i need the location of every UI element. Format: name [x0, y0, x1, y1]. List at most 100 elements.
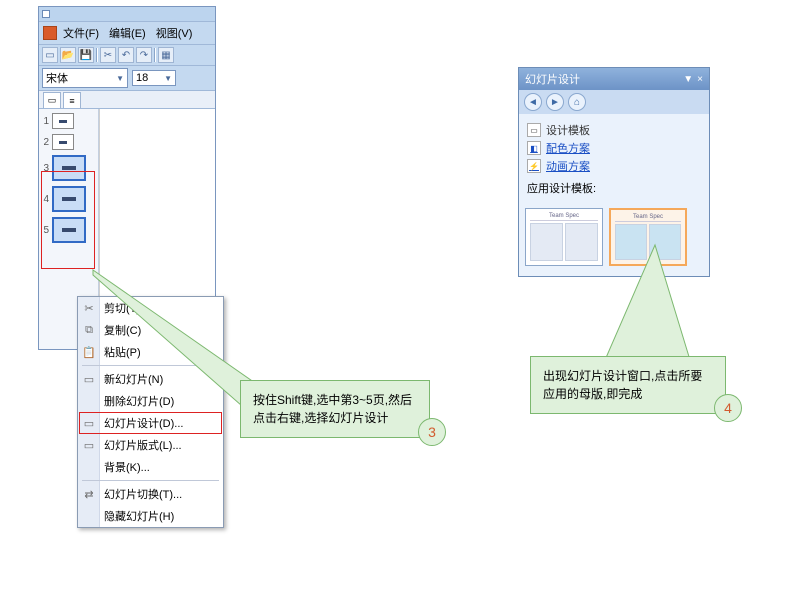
menu-separator — [82, 365, 219, 366]
thumb-number: 1 — [41, 116, 49, 127]
ctx-item-label: 幻灯片版式(L)... — [104, 437, 182, 453]
ctx-item[interactable]: ✂剪切(T) — [78, 297, 223, 319]
animation-icon: ⚡ — [527, 159, 541, 173]
badge-number: 3 — [428, 424, 436, 440]
thumb-row-4[interactable]: 4 — [41, 186, 96, 212]
separator — [154, 48, 156, 62]
ctx-item[interactable]: ▭ 幻灯片版式(L)... — [78, 434, 223, 456]
palette-icon: ◧ — [527, 141, 541, 155]
ctx-item-icon: 📋 — [80, 343, 98, 361]
template-header: Team Spec — [530, 213, 598, 221]
badge-number: 4 — [724, 400, 732, 416]
step-badge-4: 4 — [714, 394, 742, 422]
ctx-item[interactable]: ▭ 新幻灯片(N) — [78, 368, 223, 390]
ctx-item[interactable]: 隐藏幻灯片(H) — [78, 505, 223, 527]
standard-toolbar: ▭ 📂 💾 ✂ ↶ ↷ ▦ — [39, 45, 215, 66]
ctx-item-label: 新幻灯片(N) — [104, 371, 163, 387]
thumb-number: 4 — [41, 194, 49, 205]
template-header: Team Spec — [615, 214, 681, 222]
ctx-item-label: 删除幻灯片(D) — [104, 393, 174, 409]
title-bar — [39, 7, 215, 21]
slide-thumb — [52, 113, 74, 129]
ctx-item-icon — [80, 507, 98, 525]
chevron-down-icon: ▼ — [164, 74, 172, 83]
link-label: 设计模板 — [546, 122, 590, 138]
ctx-item[interactable]: 背景(K)... — [78, 456, 223, 478]
sys-icon — [42, 10, 50, 18]
ctx-item-label: 背景(K)... — [104, 459, 150, 475]
ctx-item[interactable]: ▭幻灯片设计(D)... — [78, 412, 223, 434]
menu-separator — [82, 480, 219, 481]
callout-3-text: 按住Shift键,选中第3~5页,然后点击右键,选择幻灯片设计 — [253, 393, 412, 425]
template-gallery: Team Spec Team Spec — [519, 202, 709, 276]
pane-nav: ◄ ► ⌂ — [519, 90, 709, 114]
back-icon[interactable]: ◄ — [524, 93, 542, 111]
formatting-toolbar: 宋体 ▼ 18 ▼ — [39, 66, 215, 91]
ctx-item[interactable]: ⇄ 幻灯片切换(T)... — [78, 483, 223, 505]
callout-4-text: 出现幻灯片设计窗口,点击所要应用的母版,即完成 — [543, 369, 702, 401]
link-label: 动画方案 — [546, 158, 590, 174]
ctx-item-icon: ▭ — [80, 370, 98, 388]
font-name-value: 宋体 — [46, 70, 68, 86]
template-thumb-2-selected[interactable]: Team Spec — [609, 208, 687, 266]
close-icon[interactable]: × — [697, 74, 703, 85]
save-icon[interactable]: 💾 — [78, 47, 94, 63]
menu-bar: 文件(F) 编辑(E) 视图(V) — [39, 21, 215, 45]
ctx-item[interactable]: 删除幻灯片(D) — [78, 390, 223, 412]
thumb-row-2[interactable]: 2 — [41, 134, 96, 150]
pane-title-bar: 幻灯片设计 ▼ × — [519, 68, 709, 90]
ctx-item-icon: ▭ — [80, 436, 98, 454]
font-size-combo[interactable]: 18 ▼ — [132, 70, 176, 86]
pane-body: ▭ 设计模板 ◧ 配色方案 ⚡ 动画方案 应用设计模板: — [519, 114, 709, 202]
ctx-item-icon — [80, 392, 98, 410]
step-badge-3: 3 — [418, 418, 446, 446]
font-name-combo[interactable]: 宋体 ▼ — [42, 68, 128, 88]
template-icon: ▭ — [527, 123, 541, 137]
font-size-value: 18 — [136, 72, 148, 84]
menu-view[interactable]: 视图(V) — [152, 24, 197, 42]
pane-dropdown-icon[interactable]: ▼ — [683, 74, 693, 85]
slide-thumb — [52, 134, 74, 150]
ctx-item[interactable]: 📋 粘贴(P) — [78, 341, 223, 363]
thumb-row-3[interactable]: 3 — [41, 155, 96, 181]
table-icon[interactable]: ▦ — [158, 47, 174, 63]
thumb-number: 2 — [41, 137, 49, 148]
chevron-down-icon: ▼ — [116, 74, 124, 83]
tab-slides[interactable]: ▭ — [43, 92, 61, 108]
undo-icon[interactable]: ↶ — [118, 47, 134, 63]
outline-tabs: ▭ ≡ — [39, 91, 215, 109]
slide-thumb-selected — [52, 186, 86, 212]
ctx-item-label: 幻灯片切换(T)... — [104, 486, 182, 502]
callout-3: 按住Shift键,选中第3~5页,然后点击右键,选择幻灯片设计 — [240, 380, 430, 438]
open-icon[interactable]: 📂 — [60, 47, 76, 63]
home-icon[interactable]: ⌂ — [568, 93, 586, 111]
ctx-item[interactable]: ⧉复制(C) — [78, 319, 223, 341]
thumb-row-1[interactable]: 1 — [41, 113, 96, 129]
context-menu: ✂剪切(T)⧉复制(C) 📋 粘贴(P) ▭ 新幻灯片(N) 删除幻灯片(D) ▭幻灯片设计… — [77, 296, 224, 528]
template-thumb-1[interactable]: Team Spec — [525, 208, 603, 266]
ctx-item-icon: ▭ — [80, 414, 98, 432]
forward-icon[interactable]: ► — [546, 93, 564, 111]
cut-icon[interactable]: ✂ — [100, 47, 116, 63]
link-animation-schemes[interactable]: ⚡ 动画方案 — [527, 158, 701, 174]
tab-outline[interactable]: ≡ — [63, 92, 81, 108]
callout-4: 出现幻灯片设计窗口,点击所要应用的母版,即完成 — [530, 356, 726, 414]
ctx-item-icon: ⇄ — [80, 485, 98, 503]
link-label: 配色方案 — [546, 140, 590, 156]
ctx-item-label: 剪切(T) — [104, 300, 140, 316]
ctx-item-label: 粘贴(P) — [104, 344, 141, 360]
menu-file[interactable]: 文件(F) — [59, 24, 103, 42]
ctx-item-icon: ⧉ — [80, 321, 98, 339]
link-color-schemes[interactable]: ◧ 配色方案 — [527, 140, 701, 156]
ctx-item-label: 隐藏幻灯片(H) — [104, 508, 174, 524]
pane-title: 幻灯片设计 — [525, 71, 580, 87]
slide-thumb-selected — [52, 155, 86, 181]
thumb-row-5[interactable]: 5 — [41, 217, 96, 243]
apply-template-label: 应用设计模板: — [527, 180, 701, 196]
thumb-number: 5 — [41, 225, 49, 236]
thumb-number: 3 — [41, 163, 49, 174]
menu-edit[interactable]: 编辑(E) — [105, 24, 150, 42]
redo-icon[interactable]: ↷ — [136, 47, 152, 63]
link-design-templates[interactable]: ▭ 设计模板 — [527, 122, 701, 138]
new-icon[interactable]: ▭ — [42, 47, 58, 63]
